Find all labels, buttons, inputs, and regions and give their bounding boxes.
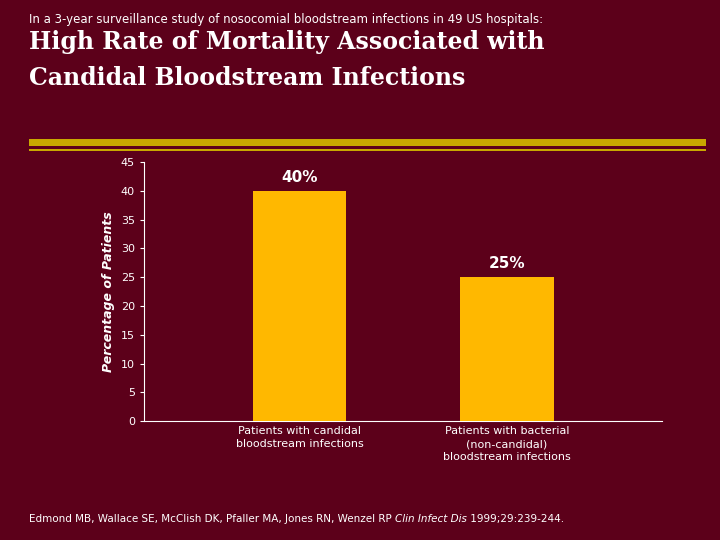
Text: In a 3-year surveillance study of nosocomial bloodstream infections in 49 US hos: In a 3-year surveillance study of nosoco… xyxy=(29,14,543,26)
Y-axis label: Percentage of Patients: Percentage of Patients xyxy=(102,211,115,372)
Text: Clin Infect Dis: Clin Infect Dis xyxy=(395,514,467,524)
Text: 40%: 40% xyxy=(282,170,318,185)
Text: High Rate of Mortality Associated with: High Rate of Mortality Associated with xyxy=(29,30,544,53)
Text: 25%: 25% xyxy=(489,256,525,272)
Text: 1999;29:239-244.: 1999;29:239-244. xyxy=(467,514,564,524)
Bar xyxy=(460,277,554,421)
Text: Edmond MB, Wallace SE, McClish DK, Pfaller MA, Jones RN, Wenzel RP: Edmond MB, Wallace SE, McClish DK, Pfall… xyxy=(29,514,395,524)
Bar xyxy=(253,191,346,421)
Text: Candidal Bloodstream Infections: Candidal Bloodstream Infections xyxy=(29,66,465,90)
